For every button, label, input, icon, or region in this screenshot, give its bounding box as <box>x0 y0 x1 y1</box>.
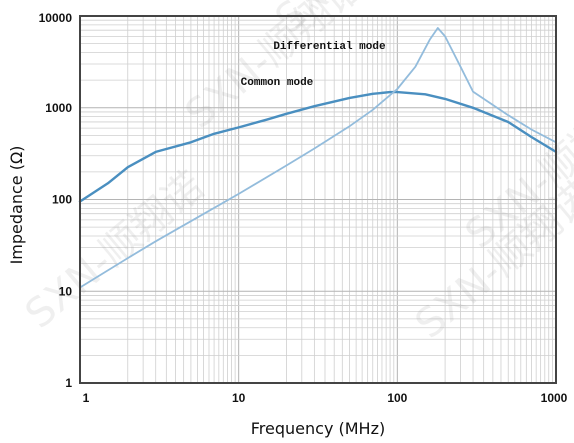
grid <box>79 15 557 384</box>
x-tick-labels: 1 10 100 1000 <box>83 391 568 405</box>
plot-frame <box>79 15 557 384</box>
x-tick-label: 100 <box>387 391 407 405</box>
series-line-common-mode <box>78 90 558 203</box>
series-layer <box>78 27 558 289</box>
series-annotation: Differential mode <box>273 41 386 53</box>
y-axis-title: Impedance (Ω) <box>7 146 26 265</box>
y-tick-label: 100 <box>52 193 72 207</box>
y-tick-label: 10000 <box>39 11 73 25</box>
x-tick-label: 1000 <box>541 391 568 405</box>
series-annotation: Common mode <box>241 77 314 89</box>
y-tick-label: 1 <box>65 376 72 390</box>
x-axis-title: Frequency (MHz) <box>251 419 385 438</box>
annotations: Differential mode Common mode <box>241 41 386 89</box>
y-tick-labels: 1 10 100 1000 10000 <box>39 11 73 390</box>
x-tick-label: 10 <box>232 391 246 405</box>
y-tick-label: 10 <box>59 284 73 298</box>
series-line-differential-mode <box>79 27 557 289</box>
y-tick-label: 1000 <box>45 101 72 115</box>
x-tick-label: 1 <box>83 391 90 405</box>
